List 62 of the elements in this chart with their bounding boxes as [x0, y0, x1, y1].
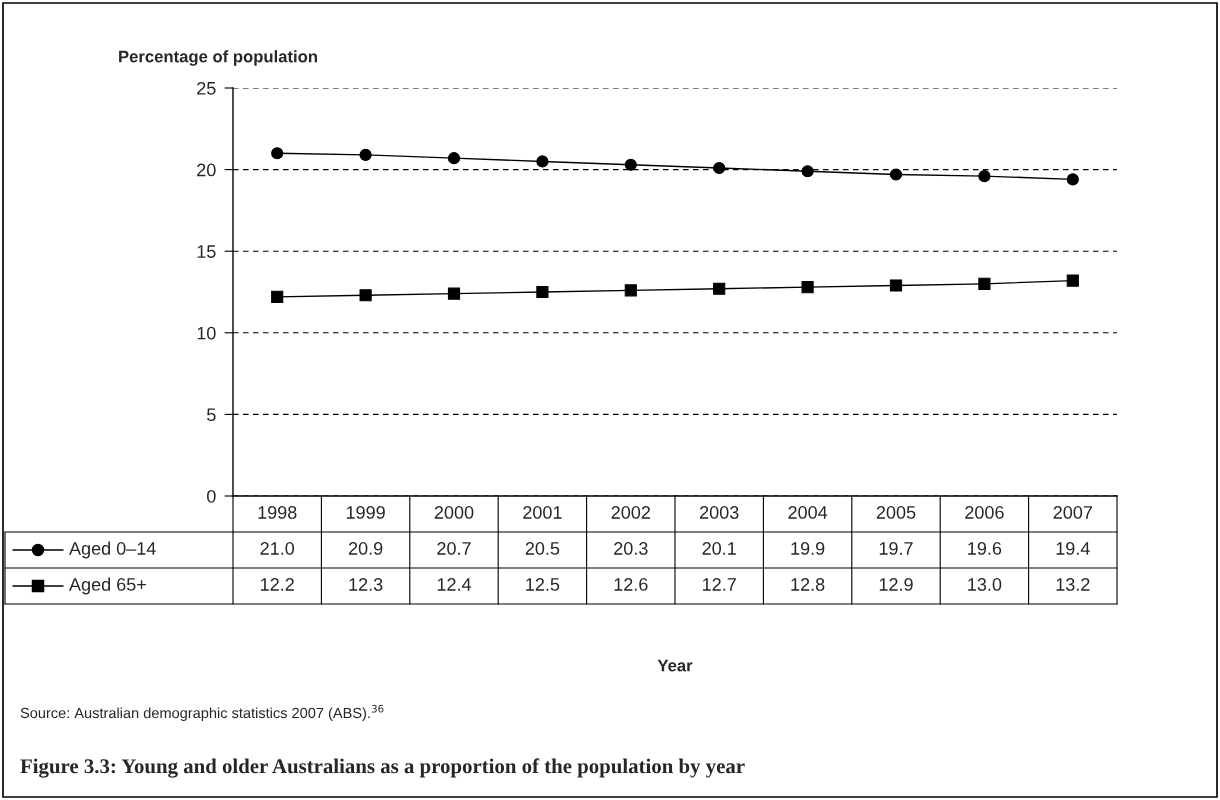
data-label: 20.9 — [348, 542, 383, 555]
point — [624, 158, 637, 171]
legend-label: Aged 65+ — [69, 577, 146, 595]
data-label: 20.1 — [702, 542, 736, 555]
point — [359, 148, 372, 161]
x-tick-label: 1998 — [258, 506, 297, 519]
data-label: 13.0 — [968, 578, 1002, 591]
y-tick-label: 20 — [197, 163, 216, 177]
point — [713, 161, 726, 175]
y-tick-label: 25 — [197, 81, 216, 95]
data-label: 12.5 — [526, 578, 560, 591]
data-label: 19.7 — [879, 542, 913, 555]
data-label: 12.9 — [879, 578, 913, 591]
legend-label: Aged 0–14 — [69, 541, 156, 559]
point — [359, 289, 372, 302]
data-label: 20.5 — [525, 542, 560, 555]
point — [889, 168, 903, 181]
data-label: 19.6 — [968, 542, 1002, 555]
point — [536, 155, 549, 168]
data-label: 12.3 — [349, 578, 383, 591]
data-label: 12.7 — [703, 578, 736, 591]
data-label: 12.2 — [261, 578, 294, 591]
text: Figure 3.3: Young and older Australians as a proportion of the population by year — [20, 758, 745, 778]
data-label: 21.0 — [260, 542, 295, 555]
point — [801, 281, 814, 294]
point — [713, 282, 726, 295]
data-label: 12.8 — [791, 578, 825, 591]
data-label: 13.2 — [1056, 578, 1090, 591]
x-tick-label: 2007 — [1053, 506, 1092, 519]
point — [271, 290, 284, 303]
y-tick-label: 0 — [207, 489, 216, 503]
data-label: 19.9 — [791, 542, 825, 555]
x-tick-label: 1999 — [346, 506, 385, 519]
x-tick-label: 2006 — [965, 506, 1004, 519]
data-label: 19.4 — [1056, 542, 1090, 555]
point — [1066, 173, 1079, 186]
data-label: 20.3 — [614, 542, 648, 555]
y-axis-title: Percentage of population — [119, 50, 317, 66]
source-note: Source: Australian demographic statistics 2007 (ABS).$^{36}$ — [20, 704, 384, 722]
x-tick-label: 2003 — [700, 506, 739, 519]
x-tick-label: 2005 — [876, 506, 916, 519]
point — [536, 285, 549, 299]
point — [889, 279, 903, 292]
data-label: 20.7 — [437, 542, 471, 555]
y-tick-label: 5 — [207, 408, 216, 422]
text: Year — [657, 659, 693, 672]
point — [271, 147, 284, 160]
data-label: 12.6 — [614, 578, 648, 591]
point — [447, 287, 461, 300]
point — [1066, 274, 1079, 287]
x-tick-label: 2002 — [611, 506, 650, 519]
x-tick-label: 2000 — [434, 506, 474, 519]
data-label: 12.4 — [437, 578, 472, 591]
x-tick-label: 2004 — [788, 506, 828, 519]
point — [978, 170, 991, 183]
y-tick-label: 15 — [197, 245, 216, 258]
point — [801, 165, 814, 178]
point — [978, 277, 991, 290]
y-tick-label: 10 — [197, 326, 216, 340]
point — [624, 284, 637, 297]
x-tick-label: 2001 — [523, 506, 562, 519]
point — [447, 152, 461, 165]
